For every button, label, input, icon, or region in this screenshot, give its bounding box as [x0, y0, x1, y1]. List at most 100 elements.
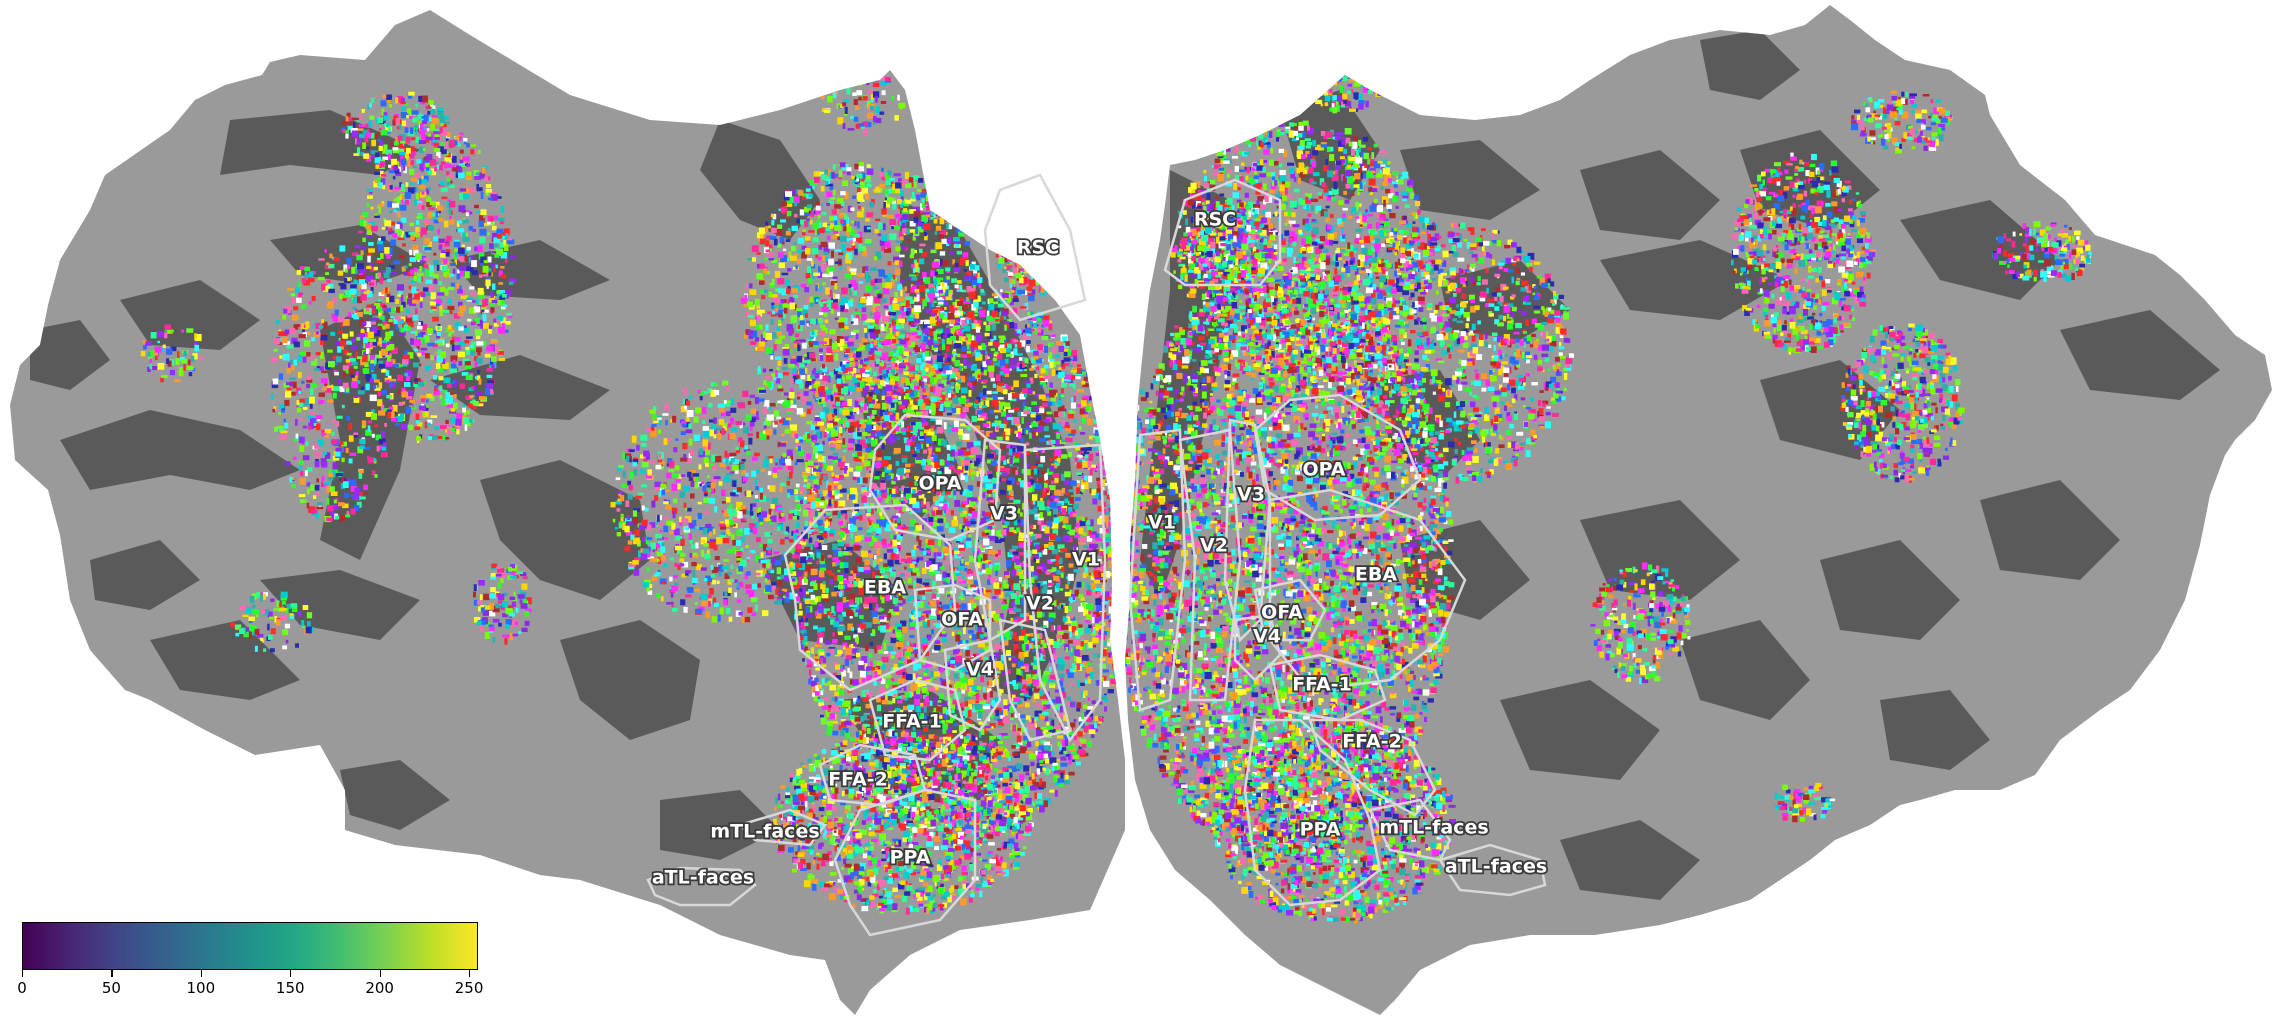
voxel — [1031, 716, 1039, 721]
voxel — [832, 672, 838, 678]
voxel — [869, 503, 875, 508]
voxel — [1074, 630, 1079, 636]
voxel — [997, 303, 1004, 308]
voxel — [1003, 802, 1007, 806]
voxel — [936, 408, 943, 416]
voxel — [946, 661, 954, 665]
voxel — [1086, 418, 1093, 426]
voxel — [1092, 628, 1096, 634]
voxel — [1035, 533, 1042, 539]
voxel — [846, 546, 854, 551]
voxel — [876, 519, 884, 527]
voxel — [888, 323, 892, 328]
voxel — [883, 563, 888, 568]
voxel — [827, 725, 833, 732]
voxel — [856, 735, 862, 741]
voxel — [832, 508, 839, 516]
voxel — [999, 591, 1004, 599]
voxel — [1004, 406, 1011, 409]
voxel — [1082, 643, 1085, 651]
voxel — [1024, 406, 1028, 411]
voxel — [941, 439, 947, 446]
voxel — [1091, 637, 1099, 644]
voxel — [1050, 533, 1057, 541]
voxel — [870, 584, 874, 588]
voxel — [953, 746, 957, 753]
voxel — [1107, 433, 1115, 440]
voxel — [1080, 636, 1085, 643]
voxel — [995, 696, 1001, 703]
voxel — [799, 588, 803, 592]
voxel — [908, 585, 913, 589]
voxel — [883, 744, 890, 749]
voxel — [815, 667, 820, 671]
voxel — [1042, 525, 1047, 529]
voxel — [1063, 348, 1069, 353]
voxel — [948, 750, 955, 754]
voxel — [1070, 402, 1076, 409]
voxel — [1078, 594, 1083, 599]
voxel — [933, 375, 936, 379]
voxel — [829, 572, 835, 576]
voxel — [985, 560, 991, 566]
voxel — [989, 499, 995, 503]
voxel — [941, 503, 948, 511]
voxel — [1026, 382, 1031, 388]
voxel — [967, 742, 972, 746]
voxel — [931, 608, 936, 616]
voxel — [878, 417, 883, 423]
voxel — [938, 806, 943, 814]
voxel — [1079, 663, 1084, 667]
voxel — [993, 301, 999, 305]
voxel — [942, 604, 950, 610]
voxel — [987, 355, 990, 359]
voxel — [857, 664, 865, 671]
voxel — [986, 487, 992, 494]
voxel — [1065, 374, 1072, 380]
voxel — [809, 676, 813, 680]
voxel — [1000, 316, 1004, 321]
voxel — [1089, 543, 1096, 550]
voxel — [990, 339, 996, 342]
voxel — [1054, 498, 1059, 504]
voxel — [833, 611, 836, 616]
voxel — [983, 388, 987, 396]
voxel — [1013, 697, 1021, 702]
voxel — [1113, 558, 1121, 563]
voxel — [1034, 608, 1042, 613]
voxel — [971, 634, 977, 641]
voxel — [999, 371, 1006, 376]
voxel — [864, 452, 870, 459]
voxel — [1086, 666, 1093, 674]
voxel — [942, 555, 946, 561]
voxel — [1101, 432, 1108, 438]
voxel — [907, 596, 912, 602]
voxel — [1048, 545, 1055, 550]
voxel — [867, 453, 874, 459]
voxel — [1037, 753, 1044, 759]
voxel — [1062, 535, 1070, 542]
voxel — [888, 729, 895, 737]
voxel — [1118, 497, 1125, 501]
voxel — [1077, 403, 1082, 408]
voxel — [1011, 663, 1016, 668]
voxel — [894, 741, 901, 748]
voxel — [1037, 517, 1044, 521]
voxel — [1109, 492, 1113, 498]
voxel — [998, 344, 1005, 351]
voxel — [950, 339, 957, 345]
voxel — [1000, 289, 1003, 292]
voxel — [903, 685, 907, 691]
voxel — [1019, 512, 1023, 517]
voxel — [881, 664, 885, 670]
voxel — [915, 673, 919, 678]
voxel — [952, 397, 959, 405]
voxel — [1035, 461, 1042, 464]
voxel — [1096, 477, 1104, 481]
voxel — [923, 497, 926, 505]
voxel — [1055, 600, 1059, 606]
voxel — [933, 685, 939, 691]
voxel — [939, 693, 944, 699]
voxel — [1104, 515, 1109, 523]
voxel — [955, 681, 962, 688]
